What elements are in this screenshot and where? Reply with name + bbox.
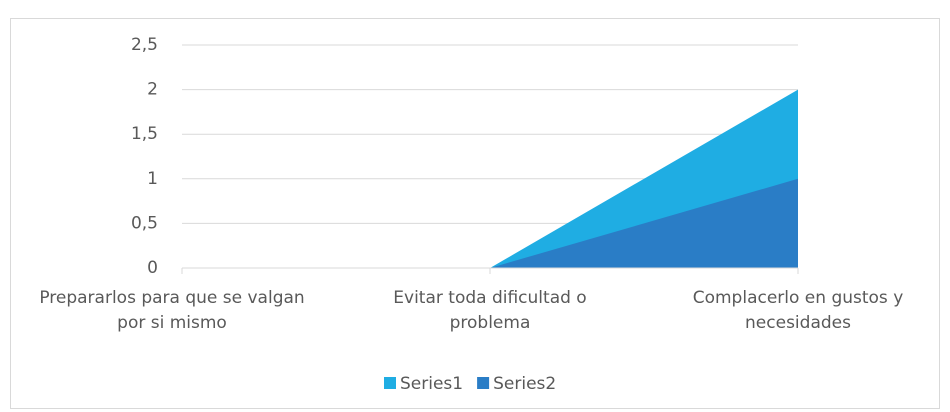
legend-label: Series2 xyxy=(493,374,556,394)
x-tick-label: Complacerlo en gustos y necesidades xyxy=(692,288,904,333)
y-tick-label: 2,5 xyxy=(131,35,158,55)
legend-label: Series1 xyxy=(400,374,463,394)
area xyxy=(182,89,798,268)
legend-swatch xyxy=(384,377,396,389)
x-tick-label: Evitar toda dificultad o problema xyxy=(393,288,587,333)
y-tick-label: 0,5 xyxy=(131,213,158,233)
y-tick-label: 2 xyxy=(147,80,158,100)
y-tick-label: 1 xyxy=(147,169,158,189)
y-tick-label: 0 xyxy=(147,258,158,278)
area xyxy=(182,178,798,268)
legend-swatch xyxy=(477,377,490,389)
y-tick-label: 1,5 xyxy=(131,124,158,144)
x-tick-label: Prepararlos para que se valgan por si mi… xyxy=(39,288,305,333)
